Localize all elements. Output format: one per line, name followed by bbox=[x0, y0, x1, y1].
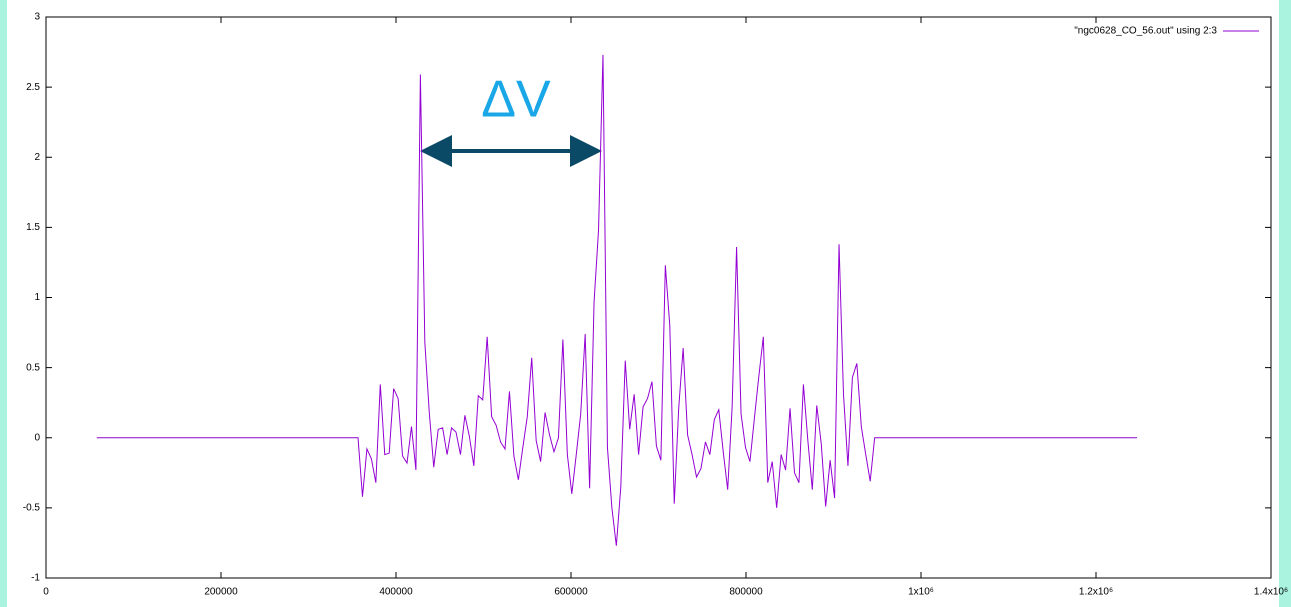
y-tick-label: 2.5 bbox=[26, 82, 40, 93]
x-tick-label: 0 bbox=[43, 587, 49, 598]
y-tick-label: 1.5 bbox=[26, 222, 40, 233]
x-tick-label: 200000 bbox=[204, 587, 238, 598]
x-tick-label: 600000 bbox=[554, 587, 588, 598]
x-tick-label: 1x10⁶ bbox=[908, 587, 934, 598]
y-tick-label: 0 bbox=[34, 432, 40, 443]
y-tick-label: -0.5 bbox=[23, 503, 41, 514]
y-tick-label: 3 bbox=[34, 12, 40, 23]
legend-label: "ngc0628_CO_56.out" using 2:3 bbox=[1074, 26, 1217, 37]
x-tick-label: 400000 bbox=[379, 587, 413, 598]
x-tick-label: 1.2x10⁶ bbox=[1079, 587, 1113, 598]
x-tick-label: 800000 bbox=[729, 587, 763, 598]
y-tick-label: 0.5 bbox=[26, 362, 40, 373]
y-tick-label: 2 bbox=[34, 152, 40, 163]
y-tick-label: -1 bbox=[31, 573, 40, 584]
annotation: ΔV bbox=[481, 71, 551, 129]
x-tick-label: 1.4x10⁶ bbox=[1254, 587, 1288, 598]
y-tick-label: 1 bbox=[34, 292, 40, 303]
plot-background bbox=[7, 0, 1279, 607]
data-line bbox=[96, 54, 1138, 546]
